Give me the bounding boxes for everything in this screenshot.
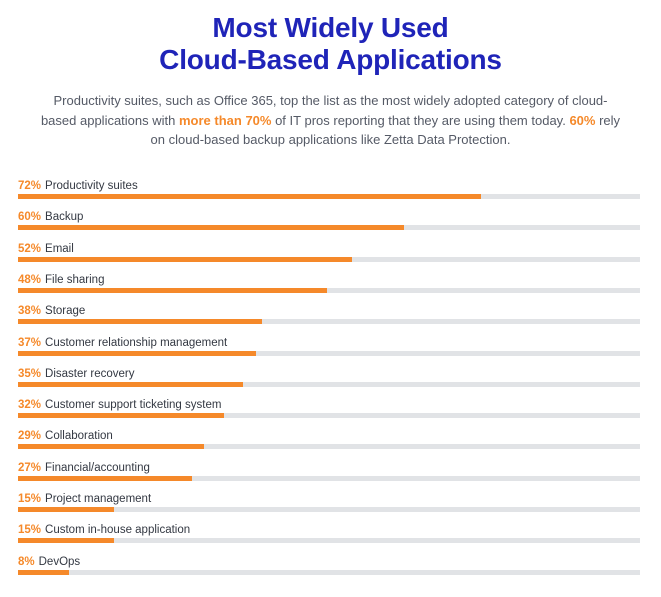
bar-label: 37% Customer relationship management: [18, 336, 227, 350]
chart-title-line-1: Most Widely Used: [212, 12, 449, 43]
bar-category-label: Storage: [45, 305, 86, 318]
bar-track: [18, 507, 640, 512]
bar-value-label: 48%: [18, 273, 42, 286]
bar-track: [18, 444, 640, 450]
bar-label: 72% Productivity suites: [18, 179, 138, 193]
bar-value-label: 60%: [18, 211, 42, 224]
bar-value-label: 38%: [18, 305, 42, 318]
bar-value-label: 15%: [18, 524, 42, 537]
bar-category-label: Backup: [45, 211, 84, 224]
bar-label: 60% Backup: [18, 210, 83, 224]
bar-label: 29% Collaboration: [18, 429, 113, 443]
bar-label: 27% Financial/accounting: [18, 461, 150, 475]
chart-title-line-2: Cloud-Based Applications: [159, 44, 502, 75]
bar: [18, 413, 224, 419]
bar-value-label: 15%: [18, 493, 42, 505]
bar-value-label: 35%: [18, 367, 42, 380]
subtitle-text: Productivity suites, such as Office 365,…: [40, 93, 608, 128]
bar-value-label: 37%: [18, 336, 42, 349]
bar-label: 48% File sharing: [18, 273, 104, 287]
bar-label: 8% DevOps: [18, 555, 80, 569]
bar-value-label: 27%: [18, 461, 42, 474]
bar-track: [18, 287, 640, 293]
bar-value-label: 72%: [18, 180, 42, 192]
bar-label: 15% Project management: [18, 492, 151, 506]
bar-category-label: DevOps: [38, 555, 81, 568]
bar-track: [18, 194, 640, 199]
bar: [18, 225, 404, 231]
bar-category-label: Custom in-house application: [45, 524, 191, 537]
bar-track: [18, 413, 640, 419]
bar: [18, 475, 192, 481]
bar-label: 38% Storage: [18, 304, 85, 318]
bar-label: 32% Customer support ticketing system: [18, 398, 221, 412]
bar-category-label: File sharing: [45, 273, 105, 286]
bar: [18, 287, 327, 293]
bar-category-label: Collaboration: [45, 430, 113, 443]
bar-category-label: Customer relationship management: [45, 336, 228, 349]
bar-value-label: 29%: [18, 430, 42, 443]
bar-category-label: Disaster recovery: [45, 367, 135, 380]
bar-label: 35% Disaster recovery: [18, 367, 135, 381]
bar-track: [18, 569, 640, 575]
bar-category-label: Customer support ticketing system: [45, 399, 222, 412]
bar-track: [18, 225, 640, 231]
subtitle-text: of IT pros reporting that they are using…: [271, 112, 570, 128]
bar-track: [18, 319, 640, 325]
bar-value-label: 8%: [18, 555, 35, 568]
bar: [18, 569, 70, 575]
subtitle-text: rely on cloud-based backup applications …: [150, 112, 621, 148]
bar: [18, 381, 243, 387]
subtitle-highlight: 60%: [569, 112, 596, 128]
bar-track: [18, 350, 640, 356]
bar: [18, 538, 115, 544]
bar-category-label: Email: [45, 242, 74, 255]
chart-subtitle: Productivity suites, such as Office 365,…: [40, 91, 621, 150]
bar-value-label: 32%: [18, 399, 42, 412]
bar-category-label: Productivity suites: [45, 180, 138, 192]
bar: [18, 256, 353, 262]
bar: [18, 319, 263, 325]
bar-track: [18, 538, 640, 544]
bar-track: [18, 256, 640, 262]
bar-label: 15% Custom in-house application: [18, 523, 190, 537]
bar: [18, 507, 115, 512]
subtitle-highlight: more than 70%: [178, 112, 272, 128]
bar-category-label: Project management: [45, 493, 152, 505]
bar: [18, 444, 205, 450]
bar-track: [18, 381, 640, 387]
bar: [18, 194, 481, 199]
bar: [18, 350, 256, 356]
bar-label: 52% Email: [18, 242, 74, 256]
bar-value-label: 52%: [18, 242, 42, 255]
bar-track: [18, 475, 640, 481]
bar-category-label: Financial/accounting: [45, 461, 150, 474]
